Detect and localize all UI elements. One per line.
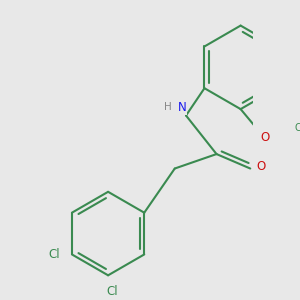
- Text: O: O: [256, 160, 265, 173]
- Text: Cl: Cl: [49, 248, 60, 261]
- Text: O: O: [260, 131, 269, 144]
- Text: N: N: [178, 101, 186, 114]
- Text: H: H: [164, 103, 172, 112]
- Text: CH₃: CH₃: [294, 123, 300, 133]
- Text: Cl: Cl: [106, 285, 118, 298]
